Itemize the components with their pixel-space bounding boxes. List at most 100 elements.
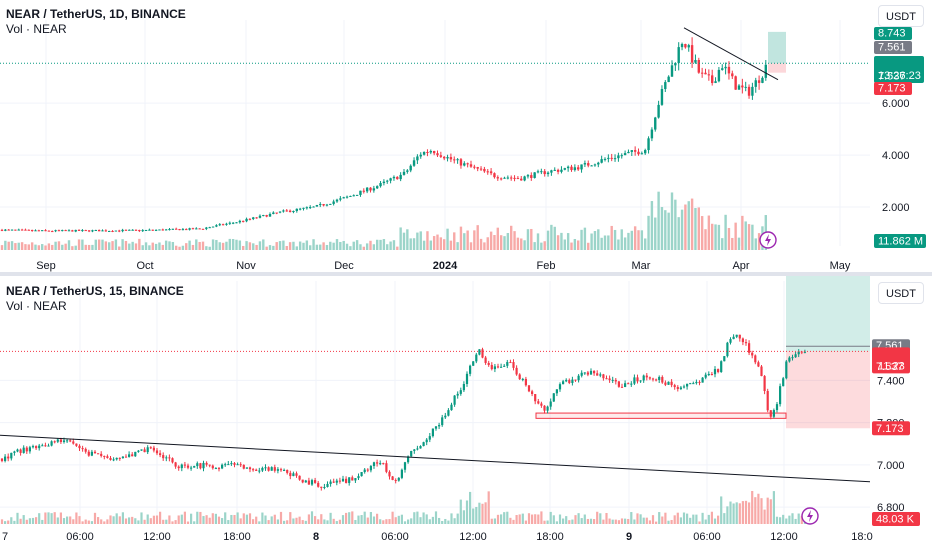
volume-bar [211, 239, 215, 250]
volume-bar [516, 237, 520, 250]
time-axis-label: 06:00 [66, 531, 94, 543]
candle-body [305, 207, 309, 209]
candle-body [478, 349, 481, 355]
daily-candlestick-chart[interactable]: 2.000 4.000 6.000 Sep Oct Nov Dec 2024 Feb Mar Apr… [0, 0, 932, 272]
candle-body [731, 73, 734, 77]
candle-body [202, 462, 205, 469]
volume-bar [658, 512, 661, 524]
time-axis-label: Sep [36, 260, 56, 272]
volume-bar [10, 241, 14, 250]
candle-body [0, 229, 4, 231]
last-price-tag: 7.537 [876, 361, 904, 373]
candle-body [233, 463, 236, 465]
candle-body [332, 201, 335, 204]
volume-bar [670, 192, 674, 250]
candle-body [396, 176, 399, 180]
candle-body [530, 175, 533, 178]
volume-bar [208, 246, 211, 250]
candle-body [317, 482, 320, 487]
volume-bar [473, 230, 476, 250]
volume-bar [54, 241, 57, 250]
candle-body [729, 339, 732, 343]
volume-bar [285, 245, 288, 250]
candle-body [148, 229, 151, 231]
volume-bar [348, 512, 351, 524]
volume-bar [159, 511, 162, 524]
candle-body [59, 439, 62, 443]
stop-price-tag-bg [874, 82, 912, 95]
volume-bar [509, 517, 512, 524]
candle-body [149, 447, 152, 449]
candle-body [707, 373, 710, 375]
candle-body [732, 336, 735, 340]
candle-body [228, 222, 231, 224]
volume-bar [211, 513, 214, 524]
time-axis-label: 7 [2, 531, 8, 543]
candle-body [630, 383, 633, 385]
currency-button-top[interactable]: USDT [878, 5, 924, 27]
candle-body [607, 157, 610, 159]
candle-body [453, 395, 456, 405]
volume-bar [72, 519, 75, 524]
volume-bar [429, 240, 432, 250]
candle-body [97, 230, 101, 232]
candle-body [627, 151, 630, 154]
volume-bar [520, 238, 523, 250]
candle-body [506, 362, 509, 366]
volume-bar [446, 228, 449, 250]
candle-body [25, 447, 28, 452]
candle-body [763, 376, 766, 391]
volume-bar [175, 245, 178, 250]
volume-bar [546, 230, 550, 250]
volume-bar [10, 517, 13, 524]
intraday-candlestick-chart[interactable]: 6.8007.0007.2007.400706:0012:0018:00806:… [0, 276, 932, 550]
time-axis-label: 18:00 [223, 531, 251, 543]
pane-separator[interactable] [0, 272, 932, 276]
candle-body [676, 387, 679, 390]
volume-bar [304, 520, 307, 524]
candle-body [111, 230, 114, 232]
volume-bar [47, 512, 50, 524]
candle-body [345, 478, 348, 483]
volume-bar [56, 517, 59, 524]
candle-body [178, 229, 181, 231]
volume-bar [59, 512, 62, 524]
candle-body [447, 410, 450, 416]
volume-bar [540, 242, 543, 250]
intraday-chart-pane[interactable]: 6.8007.0007.2007.400706:0012:0018:00806:… [0, 276, 932, 550]
candle-body [558, 384, 562, 390]
candle-body [248, 218, 252, 220]
candle-body [394, 479, 397, 481]
daily-chart-pane[interactable]: 2.000 4.000 6.000 Sep Oct Nov Dec 2024 Feb Mar Apr… [0, 0, 932, 272]
candle-body [386, 180, 389, 182]
volume-bar [757, 493, 760, 524]
candle-body [236, 464, 239, 466]
volume-bar [563, 239, 566, 250]
candle-body [267, 467, 270, 471]
volume-bar [275, 242, 278, 250]
volume-bar [419, 517, 422, 524]
candle-body [690, 45, 694, 63]
candle-body [255, 469, 258, 471]
currency-button-bottom[interactable]: USDT [878, 282, 924, 304]
candle-body [462, 383, 465, 391]
candle-body [655, 379, 658, 381]
candle-body [365, 187, 369, 192]
volume-bar [449, 240, 453, 250]
volume-bar [25, 519, 28, 524]
volume-bar [637, 230, 640, 250]
volume-bar [677, 217, 680, 250]
candle-body [354, 478, 357, 481]
volume-bar [667, 520, 670, 524]
candle-body [617, 155, 620, 159]
candle-body [741, 85, 744, 88]
candle-body [175, 228, 178, 230]
volume-bar [319, 244, 322, 250]
candle-body [144, 230, 148, 232]
volume-bar [757, 233, 761, 250]
candle-body [637, 151, 640, 155]
candle-body [636, 377, 639, 382]
candle-body [53, 441, 56, 443]
candle-body [227, 464, 230, 466]
candle-body [61, 230, 64, 232]
